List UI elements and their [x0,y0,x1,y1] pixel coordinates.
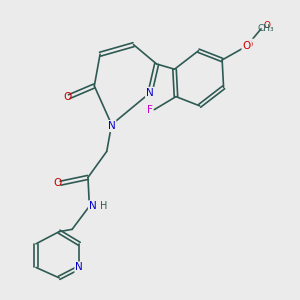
Text: N: N [146,88,154,98]
Text: F: F [147,105,153,115]
Text: N: N [75,262,83,272]
Text: O: O [263,21,270,30]
Text: H: H [100,201,108,211]
Text: O: O [64,92,72,102]
Text: CH₃: CH₃ [257,24,274,33]
Text: O: O [53,178,62,188]
Text: O: O [242,41,251,51]
Text: N: N [108,121,116,131]
Text: O: O [245,40,253,50]
Text: N: N [89,201,97,211]
